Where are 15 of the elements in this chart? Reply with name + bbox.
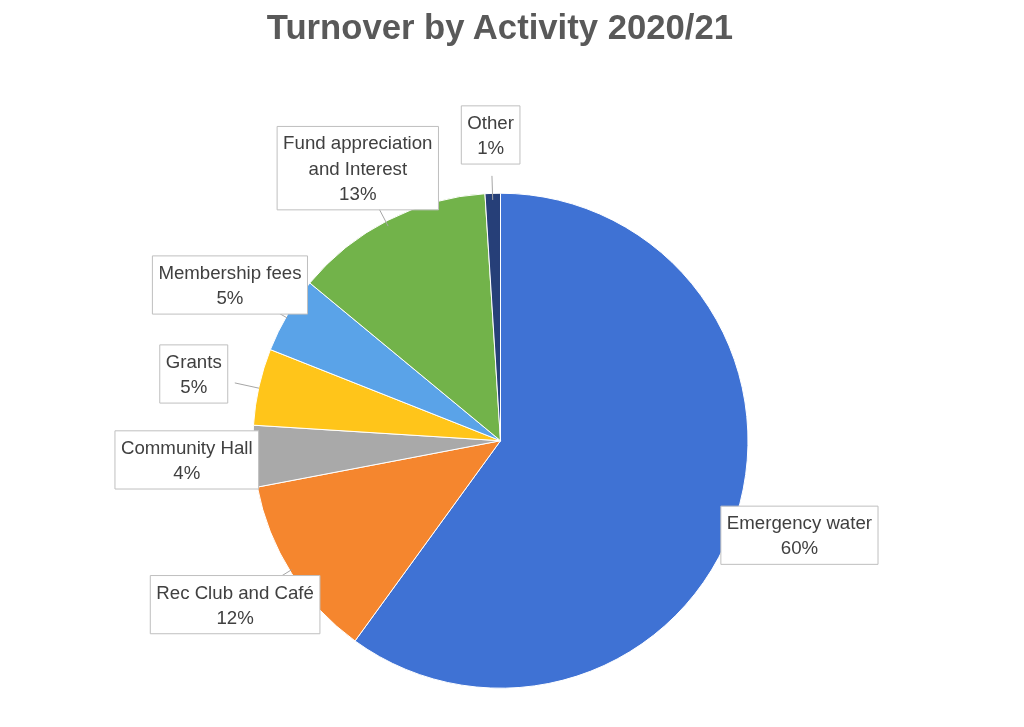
- slice-label: Community Hall: [120, 436, 253, 458]
- data-label: 12%: [216, 606, 254, 628]
- data-label: 1%: [477, 137, 505, 159]
- slice-label: Rec Club and Café: [156, 581, 314, 603]
- slice-label: Other: [467, 111, 514, 133]
- data-label: 13%: [339, 182, 377, 204]
- chart-title: Turnover by Activity 2020/21: [266, 7, 733, 46]
- data-label: 5%: [216, 287, 244, 309]
- slice-label: Membership fees: [158, 261, 302, 283]
- data-label: 4%: [173, 462, 201, 484]
- slice-label: Emergency water: [726, 512, 873, 534]
- data-label: 60%: [780, 537, 819, 559]
- data-label: 5%: [180, 376, 208, 398]
- slice-label: Grants: [165, 350, 222, 372]
- slice-label: Fund appreciation and Interest: [283, 132, 433, 179]
